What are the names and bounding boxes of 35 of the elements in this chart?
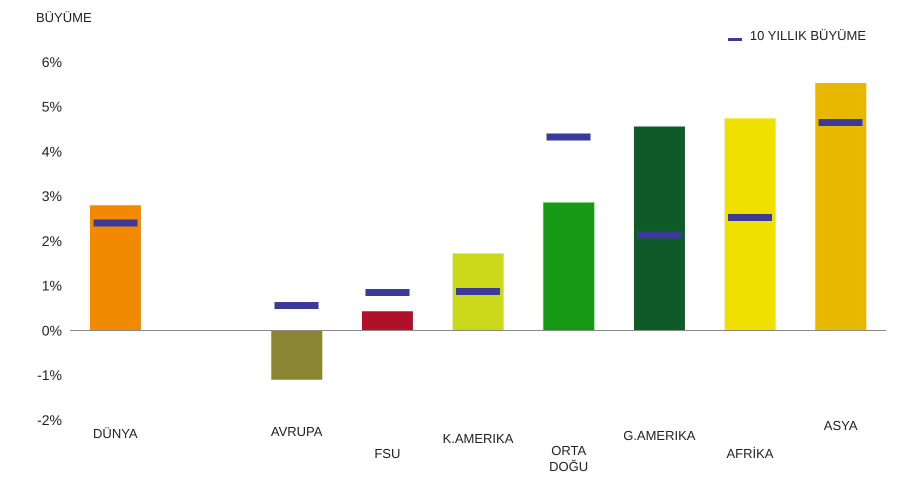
point <box>292 302 302 309</box>
point <box>564 134 574 141</box>
bar <box>271 330 322 380</box>
x-tick-label: FSU <box>374 446 400 461</box>
x-tick-label: ASYA <box>824 418 858 433</box>
x-tick-label: AFRİKA <box>726 446 774 461</box>
point <box>836 118 846 126</box>
x-tick-label: ORTA DOĞU <box>549 443 588 474</box>
point <box>745 214 755 221</box>
bar <box>90 205 141 330</box>
y-axis-title: BÜYÜME <box>36 10 92 25</box>
bar <box>362 311 413 330</box>
y-tick-label: 0% <box>42 322 62 338</box>
y-tick-label: 6% <box>42 54 62 70</box>
x-tick-label: K.AMERIKA <box>442 431 514 446</box>
x-tick-label: DÜNYA <box>93 426 138 441</box>
bar <box>543 202 594 330</box>
bar <box>452 254 504 330</box>
y-tick-label: -2% <box>37 412 62 428</box>
y-tick-label: -1% <box>37 367 62 384</box>
x-tick-label: AVRUPA <box>270 424 323 439</box>
y-tick-label: 1% <box>42 278 62 294</box>
x-tick-label: G.AMERIKA <box>623 428 696 443</box>
y-tick-label: 5% <box>42 98 62 115</box>
bar <box>724 118 776 330</box>
y-tick-label: 2% <box>42 232 62 249</box>
y-tick-label: 4% <box>42 143 62 160</box>
bar <box>815 83 866 330</box>
legend-label: 10 YILLIK BÜYÜME <box>750 28 866 43</box>
point <box>110 220 120 227</box>
bar <box>634 126 685 330</box>
point <box>473 288 483 296</box>
point <box>382 288 392 296</box>
y-tick-label: 3% <box>42 188 62 204</box>
point <box>654 232 664 239</box>
